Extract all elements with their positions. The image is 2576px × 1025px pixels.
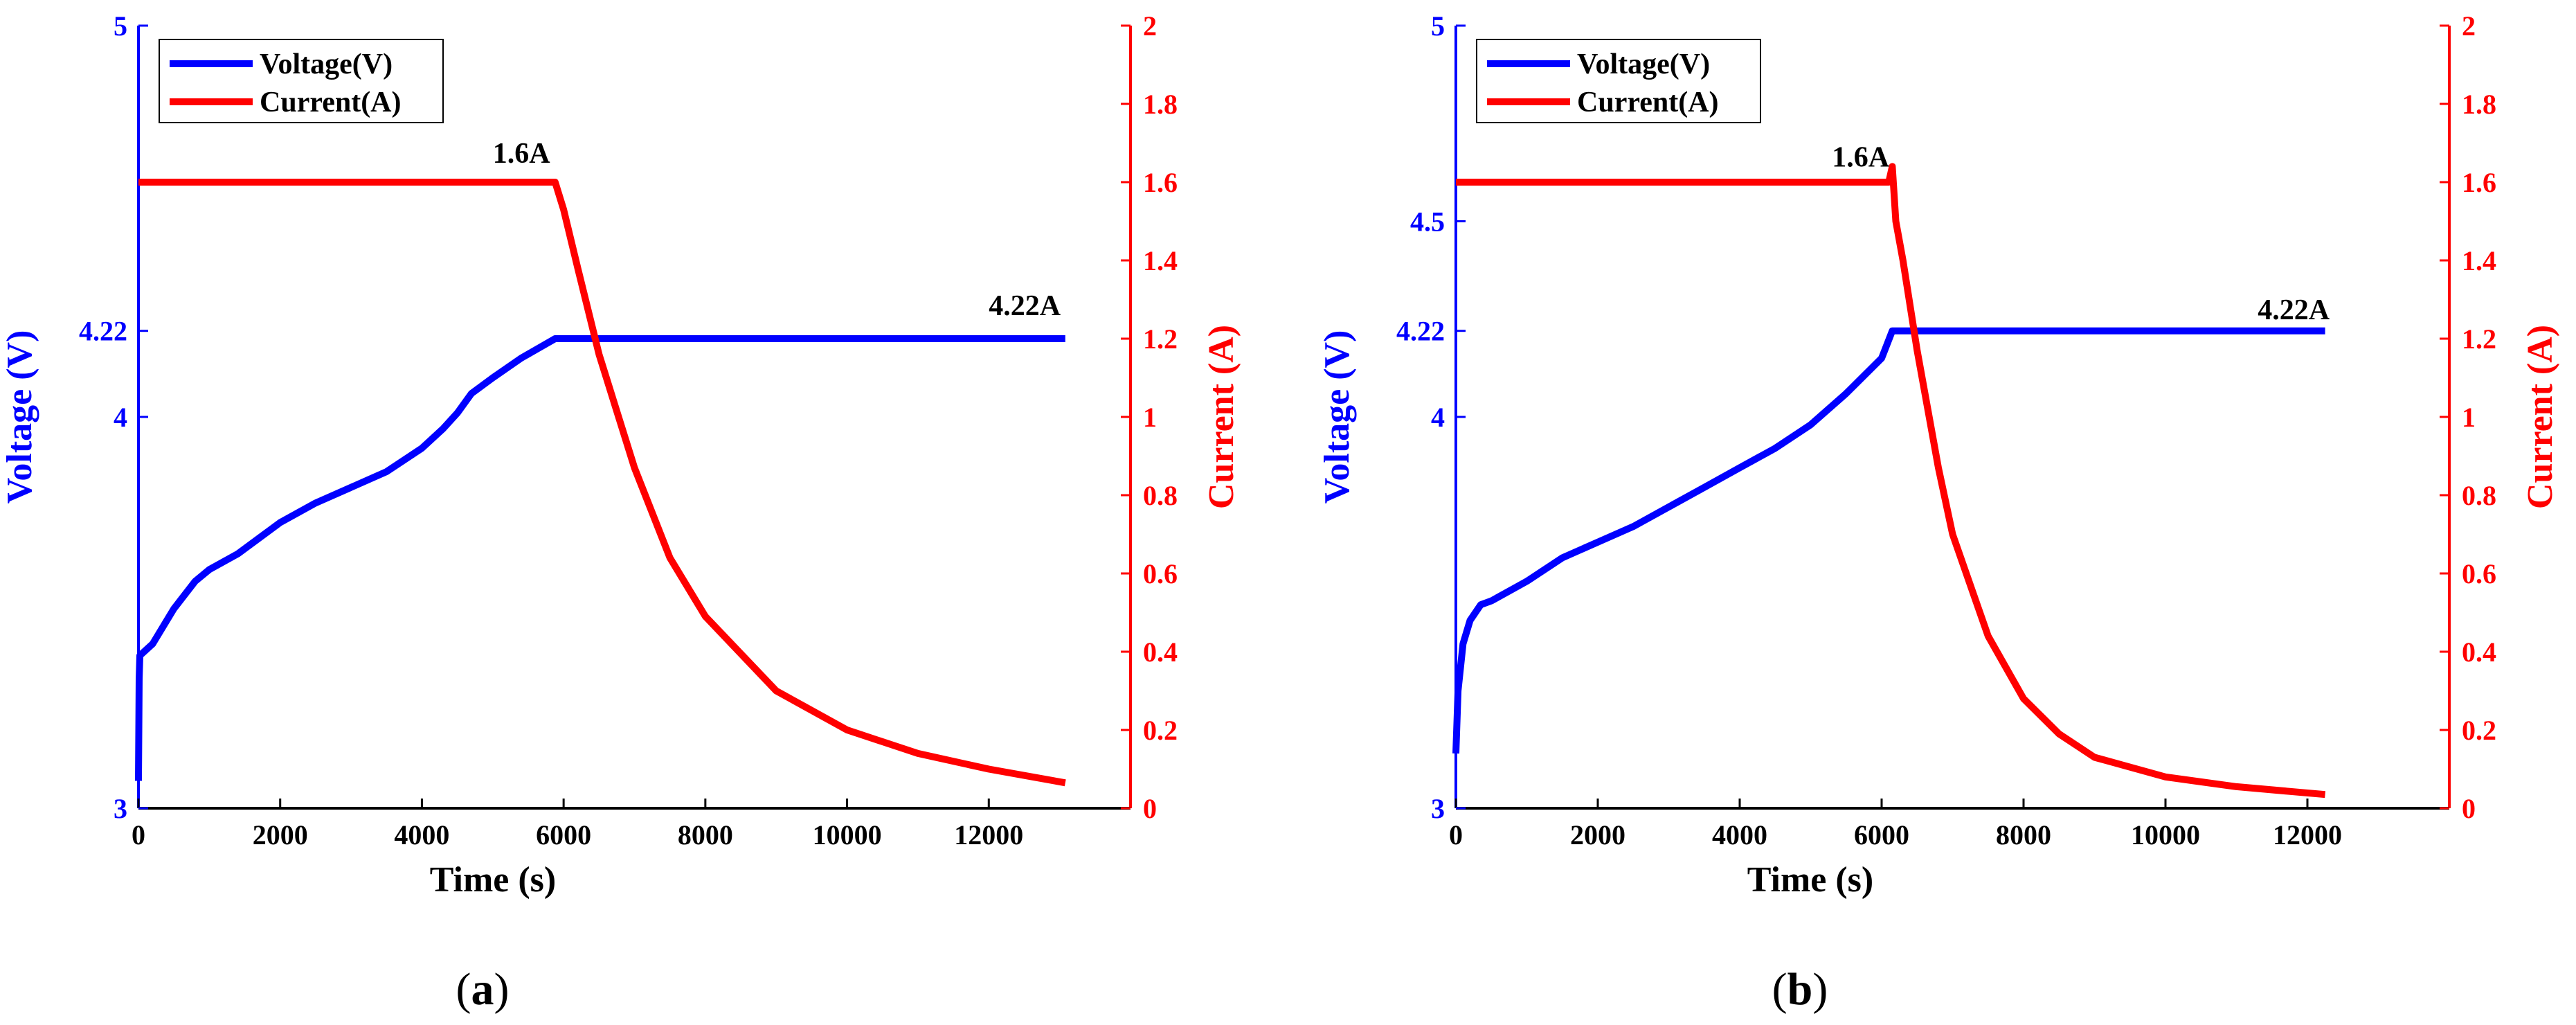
annotation-label: 1.6A xyxy=(493,138,551,170)
y2-tick-label: 0.6 xyxy=(2462,558,2496,589)
y-tick-label: 4.22 xyxy=(79,316,127,347)
legend-entry: Voltage(V) xyxy=(260,48,393,80)
y2-tick-label: 1.8 xyxy=(1143,89,1178,120)
x-tick-label: 6000 xyxy=(536,819,591,850)
x-tick-label: 8000 xyxy=(678,819,733,850)
legend-entry: Voltage(V) xyxy=(1577,48,1710,80)
panel-label-open: ( xyxy=(1772,964,1787,1015)
y2-tick-label: 0.2 xyxy=(1143,715,1178,746)
x-tick-label: 2000 xyxy=(1570,819,1625,850)
x-tick-label: 2000 xyxy=(253,819,308,850)
legend: Voltage(V) Current(A) xyxy=(159,39,444,123)
y2-tick-label: 0 xyxy=(2462,793,2476,824)
voltage-series-line xyxy=(135,335,1065,781)
y-axis-label: Voltage (V) xyxy=(1317,330,1357,504)
x-tick-label: 4000 xyxy=(1712,819,1767,850)
y-tick-label: 5 xyxy=(1431,10,1445,42)
panel-label: (a) xyxy=(456,964,510,1015)
y2-tick-label: 0.8 xyxy=(1143,480,1178,511)
voltage-series-line xyxy=(1452,327,2325,754)
x-tick-label: 8000 xyxy=(1996,819,2051,850)
x-tick-label: 10000 xyxy=(2131,819,2200,850)
x-tick-label: 4000 xyxy=(394,819,449,850)
y-tick-label: 4.22 xyxy=(1396,316,1445,347)
current-series-line xyxy=(138,179,1066,787)
panel-label: (b) xyxy=(1772,964,1828,1015)
panel-label-open: ( xyxy=(456,964,471,1015)
y2-tick-label: 1.2 xyxy=(1143,323,1178,355)
chart-panel-b: 0 2000 4000 6000 8000 10000 12000 3 4 4.22 4.5 5 0 0.… xyxy=(1317,10,2560,1015)
x-tick-label: 0 xyxy=(132,819,145,850)
y2-tick-label: 0 xyxy=(1143,793,1157,824)
y-tick-label: 3 xyxy=(1431,793,1445,824)
y2-tick-label: 0.2 xyxy=(2462,715,2496,746)
y-tick-label: 3 xyxy=(114,793,127,824)
annotation-label: 4.22A xyxy=(989,290,1061,322)
panel-label-close: ) xyxy=(1812,964,1828,1015)
x-axis-label: Time (s) xyxy=(430,860,556,900)
annotation-label: 4.22A xyxy=(2258,294,2330,326)
annotation-label: 1.6A xyxy=(1832,141,1890,173)
y2-tick-label: 1.4 xyxy=(2462,245,2496,276)
x-axis-label: Time (s) xyxy=(1747,860,1873,900)
x-tick-label: 0 xyxy=(1449,819,1463,850)
y2-axis-label: Current (A) xyxy=(2521,325,2560,509)
y2-tick-label: 1.6 xyxy=(2462,167,2496,198)
x-tick-label: 10000 xyxy=(813,819,882,850)
legend-box xyxy=(159,39,444,123)
y-tick-label: 5 xyxy=(114,10,127,42)
x-tick-label: 12000 xyxy=(954,819,1023,850)
x-tick-label: 12000 xyxy=(2273,819,2342,850)
legend-box xyxy=(1476,39,1761,123)
y2-tick-label: 1.6 xyxy=(1143,167,1178,198)
y2-tick-label: 1.8 xyxy=(2462,89,2496,120)
x-tick-label: 6000 xyxy=(1854,819,1909,850)
y2-tick-label: 0.4 xyxy=(1143,636,1178,668)
y2-tick-label: 1 xyxy=(1143,402,1157,433)
legend-entry: Current(A) xyxy=(1577,87,1719,118)
chart-panel-a: 0 2000 4000 6000 8000 10000 12000 3 4 4.22 5 0 0.2 0.… xyxy=(0,10,1241,1015)
y2-tick-label: 0.8 xyxy=(2462,480,2496,511)
y2-tick-label: 0.6 xyxy=(1143,558,1178,589)
y-tick-label: 4 xyxy=(114,402,127,433)
y2-tick-label: 1.2 xyxy=(2462,323,2496,355)
panel-label-letter: a xyxy=(471,964,494,1015)
panel-label-close: ) xyxy=(494,964,510,1015)
y2-tick-label: 2 xyxy=(2462,10,2476,42)
y-tick-label: 4 xyxy=(1431,402,1445,433)
legend-entry: Current(A) xyxy=(260,87,402,118)
y2-axis-label: Current (A) xyxy=(1202,325,1241,509)
y2-tick-label: 1 xyxy=(2462,402,2476,433)
y2-tick-label: 0.4 xyxy=(2462,636,2496,668)
legend: Voltage(V) Current(A) xyxy=(1476,39,1761,123)
panel-label-letter: b xyxy=(1787,964,1813,1015)
current-series-line xyxy=(1456,163,2326,799)
y-axis-label: Voltage (V) xyxy=(0,330,39,504)
y2-tick-label: 2 xyxy=(1143,10,1157,42)
y2-tick-label: 1.4 xyxy=(1143,245,1178,276)
y-tick-label: 4.5 xyxy=(1410,206,1445,238)
